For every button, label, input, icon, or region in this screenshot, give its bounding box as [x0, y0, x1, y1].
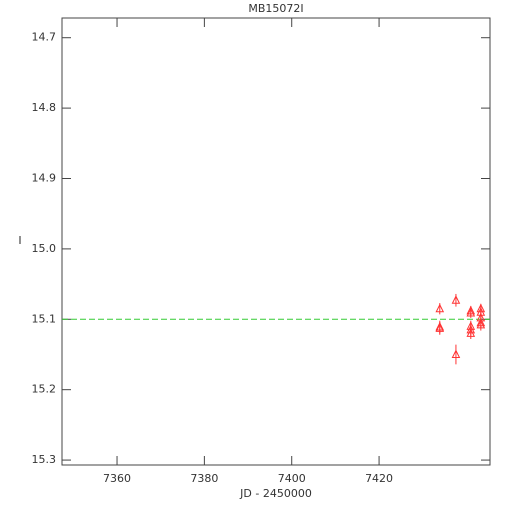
- y-tick-label: 14.8: [32, 101, 57, 114]
- x-tick-label: 7360: [103, 472, 131, 485]
- data-point: [451, 349, 461, 358]
- y-tick-label: 14.7: [32, 31, 57, 44]
- y-tick-label: 14.9: [32, 171, 57, 184]
- x-tick-label: 7420: [365, 472, 393, 485]
- data-point: [435, 323, 445, 332]
- plot-frame: [61, 17, 491, 466]
- y-tick-label: 15.2: [32, 383, 57, 396]
- data-point: [466, 328, 476, 337]
- y-axis-label: I: [18, 234, 21, 247]
- y-tick-label: 15.1: [32, 312, 57, 325]
- data-point: [476, 319, 486, 329]
- y-tick-label: 15.0: [32, 242, 57, 255]
- y-tick-label: 15.3: [32, 453, 57, 466]
- data-point: [466, 307, 476, 317]
- data-point: [451, 295, 461, 304]
- chart-title: MB15072I: [248, 2, 303, 15]
- x-tick-label: 7380: [190, 472, 218, 485]
- x-axis-label: JD - 2450000: [239, 487, 312, 500]
- x-tick-label: 7400: [278, 472, 306, 485]
- data-point: [435, 303, 445, 313]
